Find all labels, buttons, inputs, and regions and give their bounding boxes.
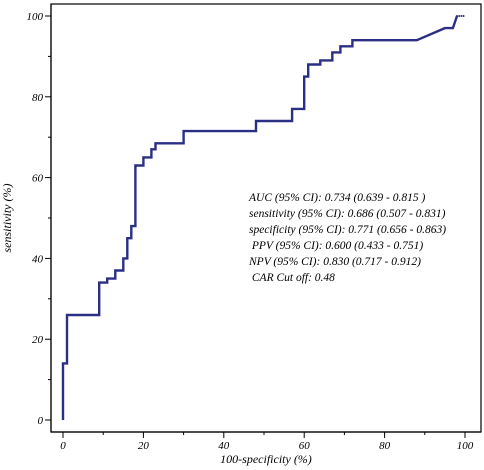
x-tick-label: 0 xyxy=(60,440,66,452)
x-tick-label: 40 xyxy=(218,440,230,452)
y-axis-label: sensitivity (%) xyxy=(0,184,14,253)
annotation-auc: AUC (95% CI): 0.734 (0.639 - 0.815 ) xyxy=(248,192,425,204)
y-tick-label: 0 xyxy=(38,415,44,427)
statistics-annotation: AUC (95% CI): 0.734 (0.639 - 0.815 ) sen… xyxy=(248,192,446,284)
y-tick-label: 20 xyxy=(32,334,44,346)
annotation-sensitivity: sensitivity (95% CI): 0.686 (0.507 - 0.8… xyxy=(249,208,446,220)
end-marker xyxy=(455,15,458,17)
annotation-specificity: specificity (95% CI): 0.771 (0.656 - 0.8… xyxy=(249,224,446,236)
end-point-markers xyxy=(455,15,465,17)
x-tick-label: 80 xyxy=(379,440,391,452)
x-tick-label: 60 xyxy=(299,440,311,452)
annotation-ppv: PPV (95% CI): 0.600 (0.433 - 0.751) xyxy=(249,240,423,252)
y-tick-label: 80 xyxy=(32,92,44,104)
x-axis-label: 100-specificity (%) xyxy=(220,452,312,466)
end-marker xyxy=(460,15,463,17)
annotation-cut-off: CAR Cut off: 0.48 xyxy=(249,272,335,284)
annotation-npv: NPV (95% CI): 0.830 (0.717 - 0.912) xyxy=(248,256,421,268)
x-axis-ticks: 0 20 40 60 80 100 xyxy=(60,432,474,452)
end-marker xyxy=(462,15,465,17)
y-tick-label: 60 xyxy=(32,173,44,185)
x-tick-label: 20 xyxy=(138,440,150,452)
x-tick-label: 100 xyxy=(457,440,474,452)
roc-curve xyxy=(61,15,459,420)
y-tick-label: 100 xyxy=(27,11,44,23)
y-axis-ticks: 0 20 40 60 80 100 xyxy=(27,11,51,427)
y-tick-label: 40 xyxy=(32,253,44,265)
end-marker xyxy=(458,15,461,17)
